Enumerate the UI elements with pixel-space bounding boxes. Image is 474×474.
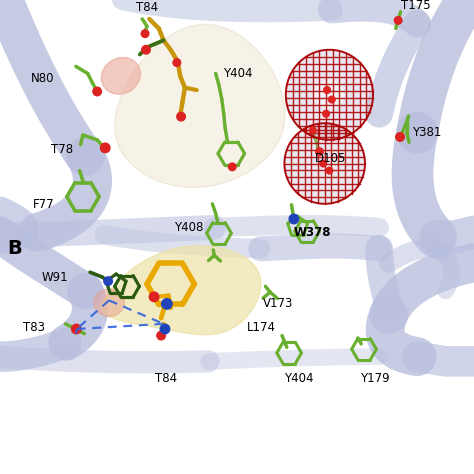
Circle shape <box>157 331 165 340</box>
Text: T84: T84 <box>136 1 158 14</box>
Circle shape <box>72 324 81 334</box>
Circle shape <box>141 30 149 37</box>
Circle shape <box>328 96 335 103</box>
Ellipse shape <box>286 50 373 140</box>
Text: Y179: Y179 <box>360 372 390 385</box>
Text: W378: W378 <box>294 226 331 239</box>
Text: T78: T78 <box>51 143 73 156</box>
Circle shape <box>394 17 402 24</box>
Polygon shape <box>101 246 261 335</box>
Ellipse shape <box>101 57 140 94</box>
Circle shape <box>160 324 170 334</box>
Text: N80: N80 <box>31 72 55 85</box>
Circle shape <box>104 277 112 285</box>
Text: T175: T175 <box>401 0 430 12</box>
Text: T83: T83 <box>23 320 45 334</box>
Text: V173: V173 <box>263 297 293 310</box>
Ellipse shape <box>284 123 365 204</box>
Circle shape <box>320 160 327 167</box>
Circle shape <box>310 127 316 134</box>
Text: B: B <box>7 239 22 258</box>
Ellipse shape <box>315 81 344 109</box>
Text: D105: D105 <box>315 152 346 165</box>
Circle shape <box>177 112 185 121</box>
Text: Y381: Y381 <box>412 126 442 139</box>
Text: W91: W91 <box>42 271 69 284</box>
Polygon shape <box>101 246 261 335</box>
Circle shape <box>173 59 181 66</box>
Circle shape <box>93 87 101 96</box>
Polygon shape <box>115 24 285 187</box>
Text: T84: T84 <box>155 372 177 385</box>
Circle shape <box>323 110 329 117</box>
Circle shape <box>162 299 172 309</box>
Text: F77: F77 <box>33 198 55 211</box>
Circle shape <box>316 148 323 155</box>
Circle shape <box>396 133 404 141</box>
Text: L174: L174 <box>246 321 275 334</box>
Circle shape <box>324 87 330 93</box>
Text: Y408: Y408 <box>174 221 204 234</box>
Text: Y404: Y404 <box>284 372 314 385</box>
Circle shape <box>289 214 299 224</box>
Circle shape <box>228 163 236 171</box>
Circle shape <box>149 292 159 301</box>
Circle shape <box>142 46 150 54</box>
Text: Y404: Y404 <box>223 67 252 80</box>
Circle shape <box>100 143 110 153</box>
Circle shape <box>326 167 333 174</box>
Ellipse shape <box>94 289 124 317</box>
